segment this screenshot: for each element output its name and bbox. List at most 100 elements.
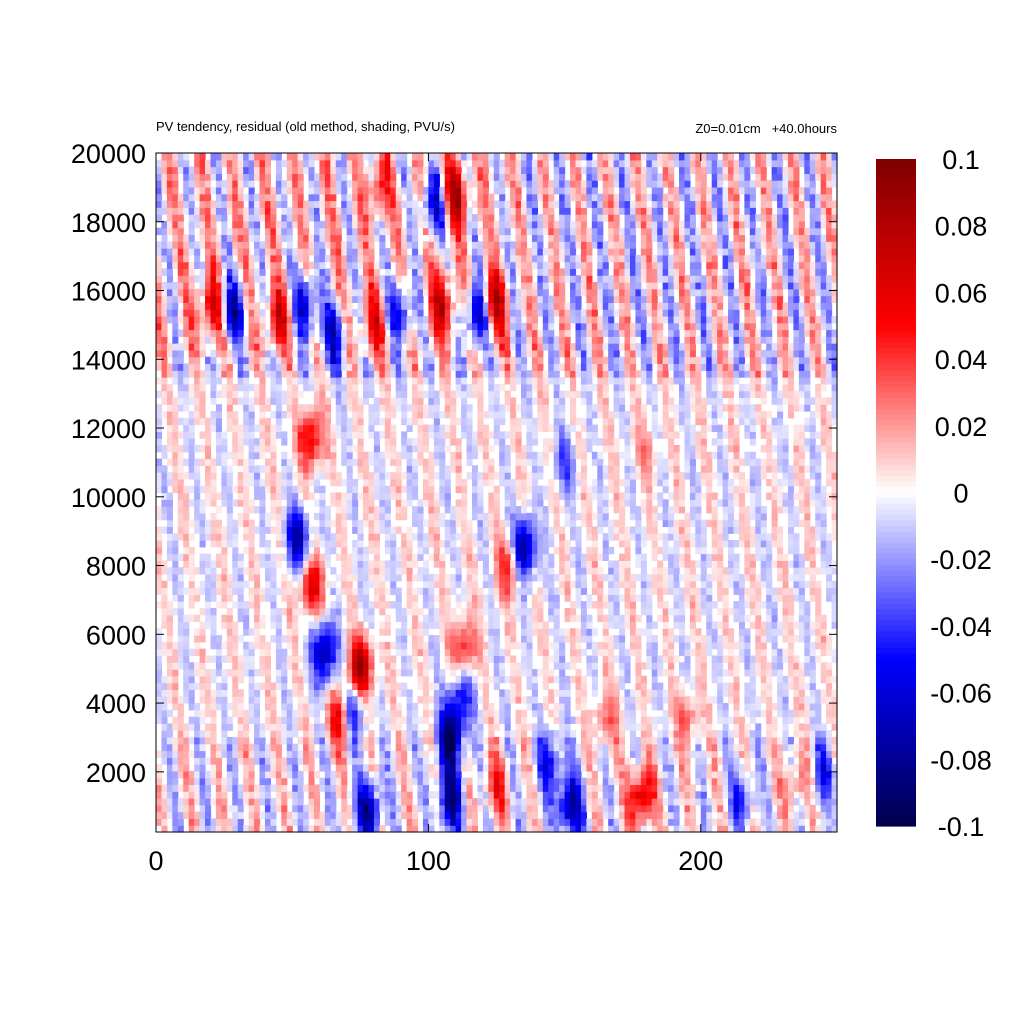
heatmap-cell	[270, 214, 277, 222]
heatmap-cell	[183, 499, 190, 507]
heatmap-cell	[292, 675, 299, 684]
heatmap-cell	[319, 621, 326, 629]
heatmap-cell	[373, 696, 380, 704]
heatmap-cell	[248, 180, 255, 188]
heatmap-cell	[275, 791, 282, 799]
heatmap-cell	[482, 682, 489, 691]
heatmap-cell	[226, 736, 233, 745]
heatmap-cell	[205, 607, 212, 616]
heatmap-cell	[221, 689, 228, 697]
heatmap-cell	[482, 343, 489, 351]
heatmap-cell	[330, 193, 337, 202]
heatmap-cell	[215, 275, 222, 283]
heatmap-cell	[297, 811, 304, 820]
heatmap-cell	[319, 302, 326, 310]
heatmap-cell	[319, 207, 326, 215]
heatmap-cell	[455, 730, 462, 738]
heatmap-cell	[477, 485, 484, 494]
heatmap-cell	[221, 159, 228, 168]
heatmap-cell	[324, 655, 331, 663]
heatmap-cell	[221, 248, 228, 256]
heatmap-cell	[428, 621, 435, 629]
heatmap-cell	[177, 166, 184, 174]
heatmap-cell	[390, 757, 397, 765]
heatmap-cell	[346, 424, 353, 432]
heatmap-cell	[444, 383, 451, 392]
heatmap-cell	[275, 621, 282, 629]
heatmap-cell	[161, 601, 168, 609]
heatmap-cell	[379, 702, 386, 711]
heatmap-cell	[406, 655, 413, 663]
heatmap-cell	[166, 730, 173, 738]
heatmap-cell	[444, 750, 451, 758]
heatmap-cell	[281, 730, 288, 738]
heatmap-cell	[466, 451, 473, 460]
heatmap-cell	[177, 472, 184, 480]
heatmap-cell	[450, 220, 457, 229]
heatmap-cell	[444, 770, 451, 779]
heatmap-cell	[221, 777, 228, 786]
heatmap-cell	[482, 254, 489, 263]
heatmap-cell	[264, 241, 272, 249]
heatmap-cell	[308, 153, 315, 161]
heatmap-cell	[281, 682, 288, 691]
heatmap-cell	[341, 315, 348, 324]
heatmap-cell	[471, 702, 479, 711]
heatmap-cell	[297, 336, 304, 344]
heatmap-cell	[412, 214, 419, 222]
heatmap-cell	[471, 533, 479, 541]
heatmap-cell	[210, 234, 217, 242]
heatmap-cell	[395, 241, 402, 249]
heatmap-cell	[166, 153, 173, 161]
heatmap-cell	[379, 227, 386, 236]
heatmap-cell	[264, 709, 272, 718]
heatmap-cell	[455, 390, 462, 399]
heatmap-cell	[395, 750, 402, 758]
heatmap-cell	[379, 512, 386, 521]
heatmap-cell	[461, 234, 468, 242]
heatmap-cell	[292, 180, 299, 188]
heatmap-cell	[275, 526, 282, 534]
heatmap-cell	[210, 390, 217, 399]
heatmap-cell	[243, 214, 250, 222]
heatmap-cell	[439, 743, 446, 752]
heatmap-cell	[412, 343, 419, 351]
heatmap-cell	[183, 329, 190, 337]
heatmap-cell	[330, 607, 337, 616]
heatmap-cell	[243, 601, 250, 609]
heatmap-cell	[188, 804, 195, 813]
heatmap-cell	[471, 377, 479, 385]
heatmap-cell	[406, 716, 413, 724]
heatmap-cell	[422, 458, 429, 466]
heatmap-cell	[281, 492, 288, 500]
heatmap-cell	[324, 288, 331, 297]
heatmap-cell	[330, 438, 337, 446]
heatmap-cell	[199, 499, 206, 507]
heatmap-cell	[439, 560, 446, 568]
heatmap-cell	[275, 220, 282, 229]
heatmap-cell	[264, 261, 272, 270]
heatmap-cell	[324, 519, 331, 528]
heatmap-cell	[205, 472, 212, 480]
heatmap-cell	[161, 478, 168, 487]
heatmap-cell	[188, 186, 195, 195]
heatmap-cell	[373, 349, 380, 358]
heatmap-cell	[237, 492, 244, 500]
heatmap-cell	[172, 818, 179, 826]
heatmap-cell	[161, 343, 168, 351]
heatmap-cell	[270, 736, 277, 745]
heatmap-cell	[417, 315, 424, 324]
heatmap-cell	[330, 601, 337, 609]
heatmap-cell	[248, 356, 255, 365]
heatmap-cell	[292, 302, 299, 310]
heatmap-cell	[346, 227, 353, 236]
heatmap-cell	[259, 153, 266, 161]
heatmap-cell	[390, 444, 397, 453]
heatmap-cell	[313, 716, 321, 724]
heatmap-cell	[303, 478, 310, 487]
heatmap-cell	[450, 465, 457, 473]
heatmap-cell	[237, 424, 244, 432]
heatmap-cell	[308, 553, 315, 561]
heatmap-cell	[215, 438, 222, 446]
heatmap-cell	[194, 343, 201, 351]
